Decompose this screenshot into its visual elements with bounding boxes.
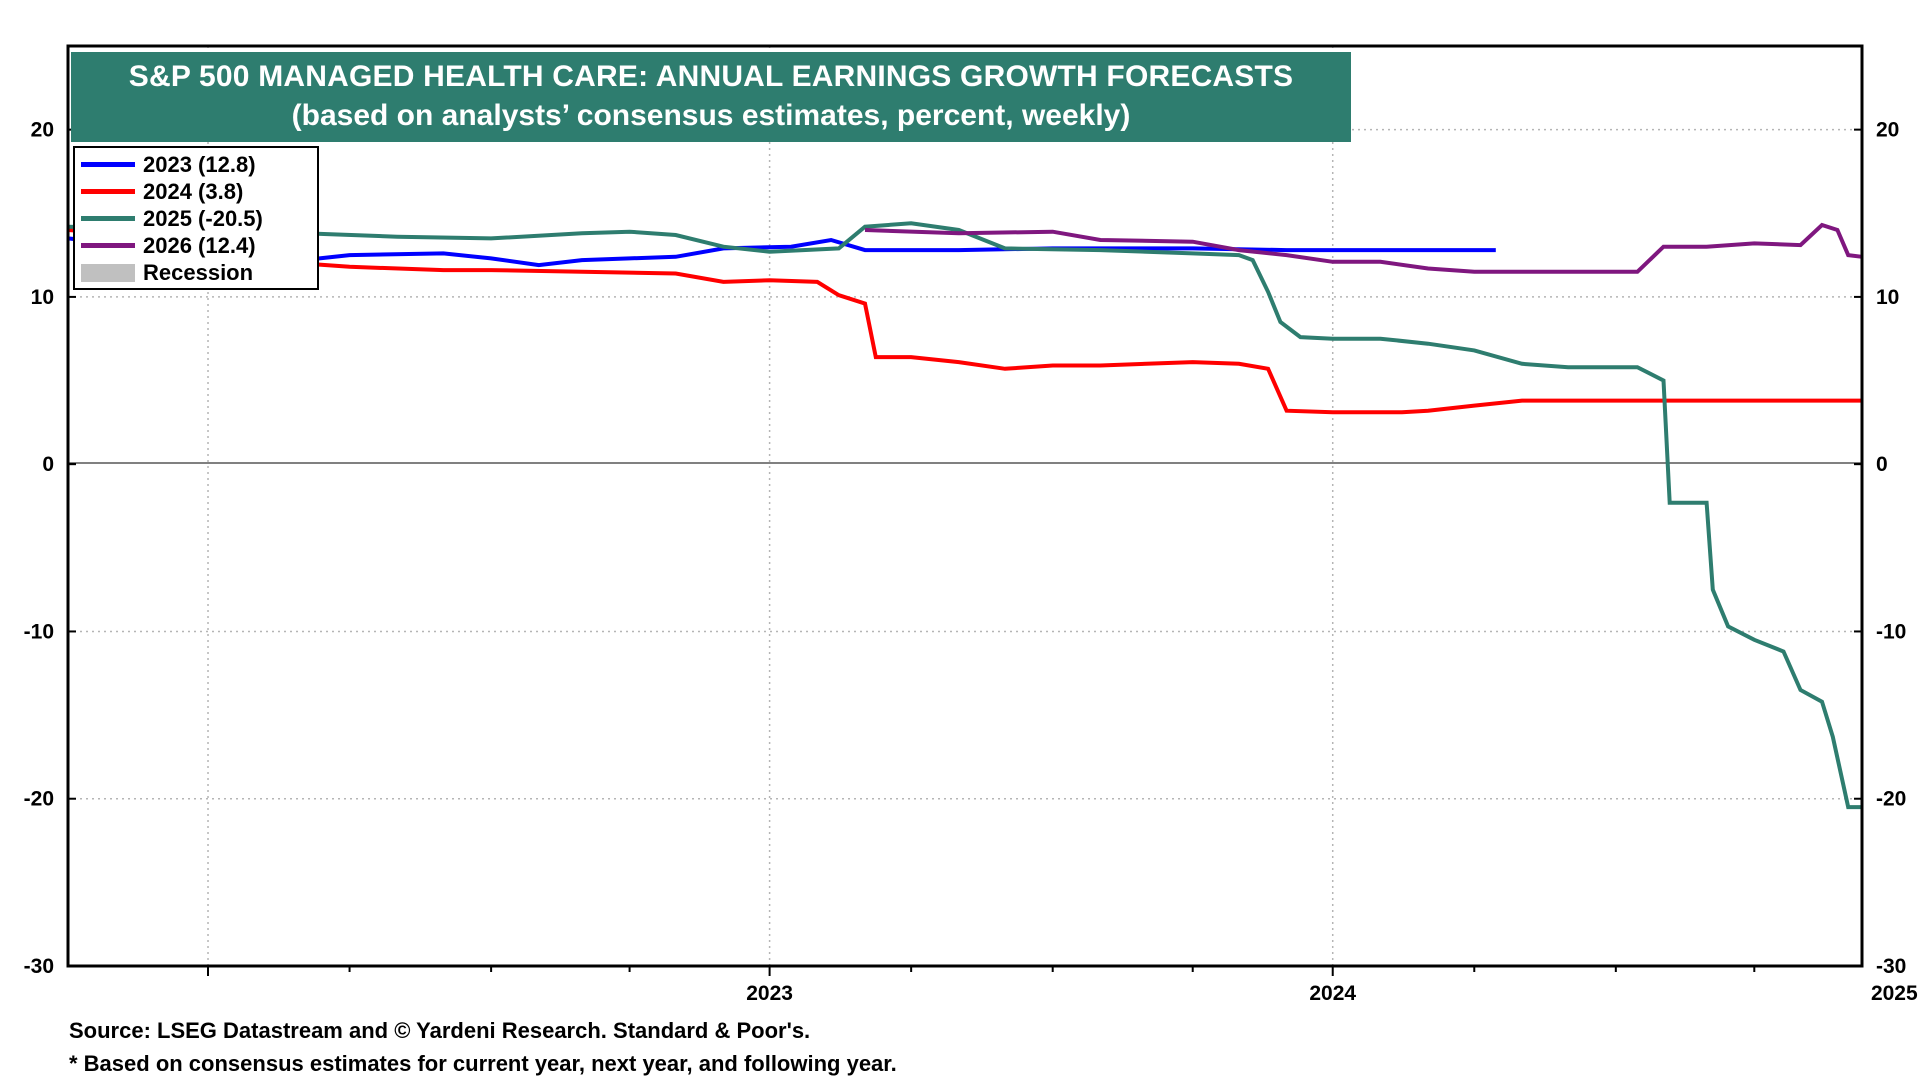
y-tick-label-left: -30 (24, 955, 54, 978)
consensus-footnote: * Based on consensus estimates for curre… (69, 1051, 897, 1076)
legend-label-recession: Recession (143, 259, 254, 285)
legend: 2023 (12.8) 2024 (3.8) 2025 (-20.5) 2026… (73, 146, 319, 290)
y-tick-label-left: 10 (31, 286, 54, 309)
legend-label-2026: 2026 (12.4) (143, 232, 256, 258)
legend-swatch-2023 (81, 162, 135, 167)
grid-lines (68, 46, 1862, 966)
chart-subtitle: (based on analysts’ consensus estimates,… (291, 99, 1131, 132)
y-tick-label-right: -20 (1876, 788, 1906, 811)
y-tick-label-left: 20 (31, 119, 54, 142)
legend-swatch-2024 (81, 189, 135, 194)
series-line-2024 (67, 228, 1862, 415)
plot-frame (66, 44, 1864, 968)
chart-title-box: S&P 500 MANAGED HEALTH CARE: ANNUAL EARN… (71, 52, 1351, 142)
legend-item-2025: 2025 (-20.5) (81, 205, 311, 232)
source-footnote: Source: LSEG Datastream and © Yardeni Re… (69, 1018, 811, 1043)
legend-item-2026: 2026 (12.4) (81, 232, 311, 259)
legend-item-2024: 2024 (3.8) (81, 178, 311, 205)
legend-label-2025: 2025 (-20.5) (143, 205, 263, 231)
series-lines (67, 221, 1863, 810)
x-tick-label-2024: 2024 (1309, 982, 1356, 1005)
legend-label-2024: 2024 (3.8) (143, 178, 244, 204)
x-tick-label-2025: 2025 (1871, 982, 1918, 1005)
y-tick-label-left: 0 (42, 453, 54, 476)
y-tick-label-left: -10 (24, 620, 54, 643)
chart-title: S&P 500 MANAGED HEALTH CARE: ANNUAL EARN… (128, 60, 1294, 93)
legend-item-2023: 2023 (12.8) (81, 151, 311, 178)
y-tick-label-right: -30 (1876, 955, 1906, 978)
legend-swatch-2025 (81, 216, 135, 221)
y-tick-label-right: -10 (1876, 620, 1906, 643)
axes: 20 20 10 10 0 0 -10 -10 -20 -20 -30 -30 2023 2024 2025 (24, 119, 1918, 1005)
series-line-2026 (864, 222, 1863, 274)
y-tick-label-right: 20 (1876, 119, 1899, 142)
legend-label-2023: 2023 (12.8) (143, 151, 256, 177)
legend-item-recession: Recession (81, 259, 311, 286)
y-tick-label-right: 0 (1876, 453, 1888, 476)
legend-swatch-2026 (81, 243, 135, 248)
x-tick-label-2023: 2023 (746, 982, 793, 1005)
y-tick-label-left: -20 (24, 788, 54, 811)
y-tick-label-right: 10 (1876, 286, 1899, 309)
series-line-2025 (67, 221, 1862, 810)
legend-swatch-recession (81, 263, 135, 282)
